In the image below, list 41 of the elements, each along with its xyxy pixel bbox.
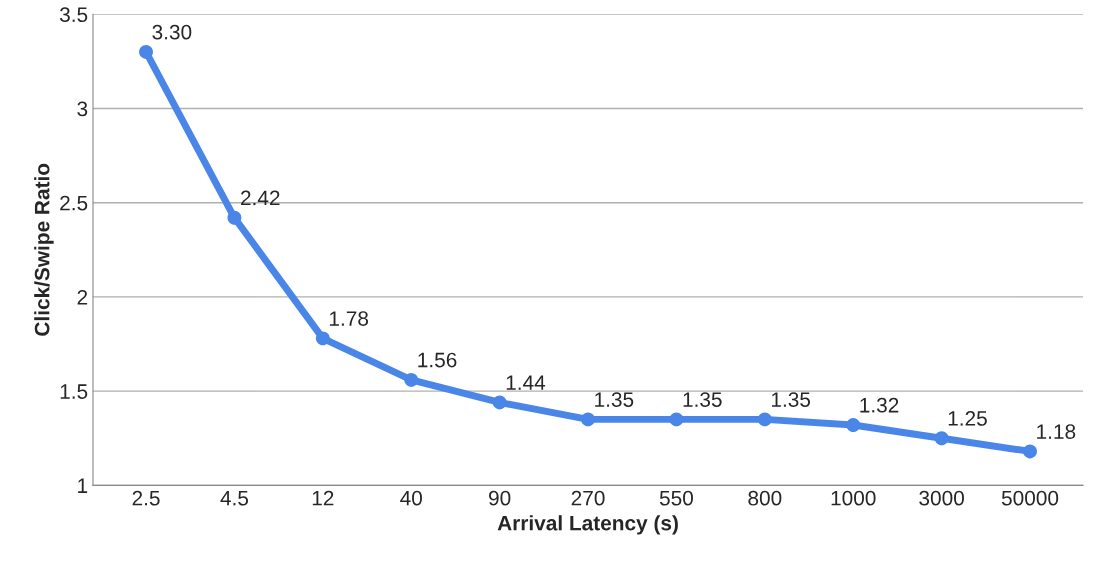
data-label: 1.32 bbox=[860, 397, 899, 413]
point bbox=[934, 431, 949, 446]
x-tick-label: 1000 bbox=[831, 490, 876, 506]
y-tick-label: 1.5 bbox=[60, 384, 88, 399]
x-tick-label: 550 bbox=[659, 490, 693, 506]
point bbox=[315, 331, 330, 346]
y-tick-label: 2.5 bbox=[60, 195, 88, 211]
point bbox=[669, 412, 684, 427]
x-tick-label: 3000 bbox=[919, 490, 964, 506]
y-tick-label: 3 bbox=[77, 101, 88, 117]
x-tick-label: 90 bbox=[489, 490, 511, 506]
data-label: 1.35 bbox=[771, 392, 811, 407]
x-tick-label: 12 bbox=[312, 490, 334, 506]
data-label: 2.42 bbox=[241, 190, 280, 206]
y-tick-label: 2 bbox=[77, 289, 88, 305]
data-label: 1.25 bbox=[948, 411, 987, 426]
x-tick-label: 2.5 bbox=[132, 490, 160, 506]
x-tick-label: 40 bbox=[400, 490, 422, 506]
x-tick-label: 800 bbox=[748, 490, 782, 506]
y-axis-title: Click/Swipe Ratio bbox=[34, 163, 54, 336]
data-label: 1.44 bbox=[506, 375, 546, 390]
y-tick-label: 3.5 bbox=[59, 7, 88, 23]
point bbox=[492, 395, 507, 410]
point bbox=[139, 45, 153, 59]
x-axis-title: Arrival Latency (s) bbox=[497, 515, 678, 535]
x-tick-label: 270 bbox=[571, 490, 605, 506]
point bbox=[227, 210, 242, 225]
data-label: 1.35 bbox=[683, 392, 722, 407]
data-label: 1.56 bbox=[418, 352, 457, 368]
point bbox=[846, 418, 861, 432]
point bbox=[1023, 444, 1037, 459]
data-label: 1.78 bbox=[329, 311, 369, 326]
data-label: 3.30 bbox=[152, 24, 192, 40]
data-label: 1.18 bbox=[1037, 424, 1076, 439]
point bbox=[757, 412, 772, 427]
y-tick-label: 1 bbox=[78, 478, 88, 493]
x-tick-label: 50000 bbox=[1001, 490, 1059, 506]
point bbox=[404, 372, 419, 387]
data-label: 1.35 bbox=[595, 392, 634, 407]
point bbox=[581, 412, 595, 427]
x-tick-label: 4.5 bbox=[220, 490, 249, 506]
